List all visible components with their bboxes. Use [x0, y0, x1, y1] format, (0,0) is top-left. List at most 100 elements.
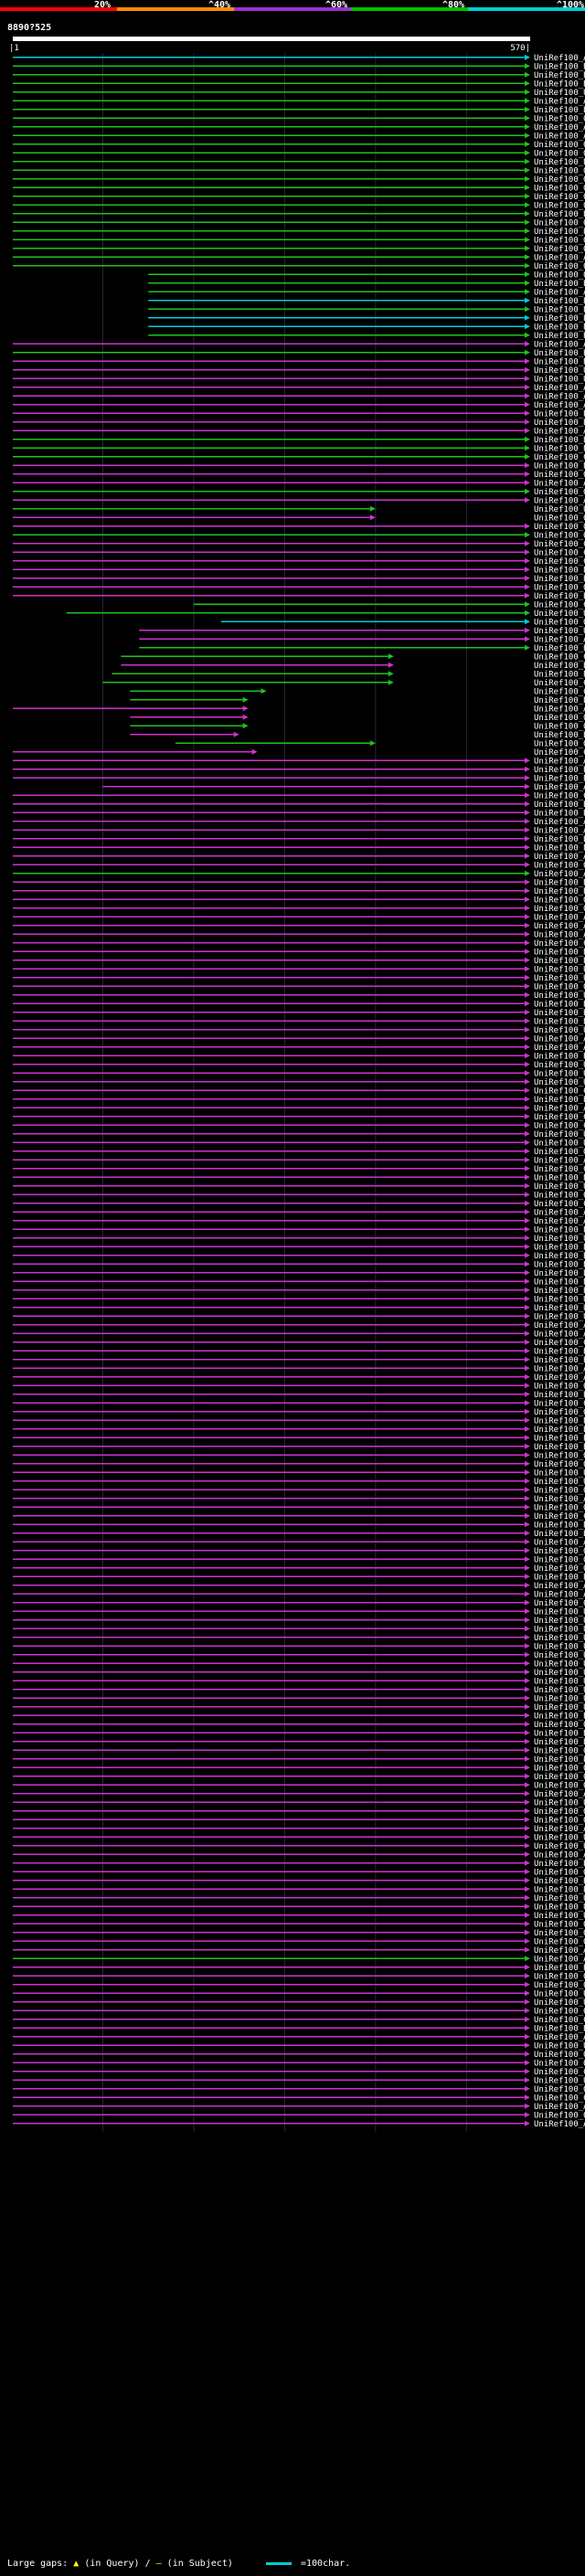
hit-label[interactable]: UniRef100_UP1000... [534, 991, 585, 1001]
hit-label[interactable]: UniRef100_A6PS20 [534, 1373, 585, 1383]
hit-label[interactable]: UniRef100_Q6GNC3 [534, 1816, 585, 1825]
hit-row[interactable]: UniRef100_Q4DTI4 [13, 1807, 585, 1817]
hit-row[interactable]: UniRef100_Q5JLV3 [176, 739, 585, 748]
hit-label[interactable]: UniRef100_UP1000... [534, 965, 585, 974]
hit-label[interactable]: UniRef100_Q3KSK2 [534, 1929, 585, 1938]
hit-row[interactable]: UniRef100_B9T9K2 [13, 835, 585, 844]
hit-label[interactable]: UniRef100_B9ME22 [534, 419, 585, 428]
hit-label[interactable]: UniRef100_UP1000... [534, 1235, 585, 1244]
hit-row[interactable]: UniRef100_A0JN69 [13, 1790, 585, 1799]
hit-label[interactable]: UniRef100_Q16LZ7 [534, 1746, 585, 1755]
hit-row[interactable]: UniRef100_A5WT96 [13, 930, 585, 939]
hit-row[interactable]: UniRef100_A3A059 [13, 496, 585, 505]
hit-row[interactable]: UniRef100_A5C5T5 [13, 54, 585, 63]
hit-label[interactable]: UniRef100_UP1000... [534, 1677, 585, 1686]
hit-row[interactable]: UniRef100_C6TCD6 [130, 687, 585, 696]
hit-row[interactable]: UniRef100_Q5C3R1 [13, 1191, 585, 1200]
hit-label[interactable]: UniRef100_UP1000... [534, 1642, 585, 1651]
hit-row[interactable]: UniRef100_B3NJX7 [13, 1573, 585, 1582]
hit-label[interactable]: UniRef100_A7Q0L7 [534, 635, 585, 644]
hit-row[interactable]: UniRef100_A5B9W8 [13, 1044, 585, 1053]
hit-row[interactable]: UniRef100_B9ME22 [13, 419, 585, 428]
hit-row[interactable]: UniRef100_A2SDF0 [148, 288, 585, 297]
hit-label[interactable]: UniRef100_Q5C3R1 [534, 1191, 585, 1200]
hit-row[interactable]: UniRef100_B4PA22 [13, 1225, 585, 1235]
hit-label[interactable]: UniRef100_A7PR45 [534, 427, 585, 436]
hit-label[interactable]: UniRef100_B7TLC2 [534, 670, 585, 679]
hit-label[interactable]: UniRef100_UP1000... [534, 1312, 585, 1321]
hit-row[interactable]: UniRef100_UP1000... [13, 375, 585, 384]
hit-label[interactable]: UniRef100_Q8H3L9 [534, 618, 585, 627]
hit-row[interactable]: UniRef100_B6T786 [130, 731, 585, 740]
hit-label[interactable]: UniRef100_UP1000... [534, 1634, 585, 1643]
hit-row[interactable]: UniRef100_C7P6G8 [13, 557, 585, 567]
hit-row[interactable]: UniRef100_Q5GHB3 [13, 2111, 585, 2120]
hit-row[interactable]: UniRef100_B7TLC2 [112, 670, 585, 679]
hit-row[interactable]: UniRef100_UP1000... [13, 2041, 585, 2051]
hit-label[interactable]: UniRef100_B9IHF4 [534, 2024, 585, 2033]
hit-label[interactable]: UniRef100_Q8S7H7 [534, 722, 585, 731]
hit-label[interactable]: UniRef100_A3BY35 [534, 392, 585, 401]
hit-label[interactable]: UniRef100_Q8RZF9 [534, 1547, 585, 1556]
hit-label[interactable]: UniRef100_UP1000... [534, 610, 585, 619]
hit-row[interactable]: UniRef100_B4QB55 [13, 1416, 585, 1426]
hit-label[interactable]: UniRef100_A5C6I2 [534, 853, 585, 862]
hit-row[interactable]: UniRef100_Q8GUD3 [13, 1781, 585, 1790]
hit-label[interactable]: UniRef100_B6SNG2 [534, 809, 585, 818]
hit-row[interactable]: UniRef100_B7X151 [13, 1964, 585, 1973]
hit-row[interactable]: UniRef100_A7QHP3 [13, 340, 585, 349]
hit-row[interactable]: UniRef100_B9GHB3 [13, 1173, 585, 1182]
hit-row[interactable]: UniRef100_Q5LSI4 [13, 523, 585, 532]
hit-label[interactable]: UniRef100_UP1000... [534, 1912, 585, 1921]
hit-row[interactable]: UniRef100_UP1000... [13, 1703, 585, 1712]
hit-label[interactable]: UniRef100_B9S9C1 [534, 1391, 585, 1400]
hit-label[interactable]: UniRef100_UP1000... [534, 1304, 585, 1313]
hit-row[interactable]: UniRef100_A9PE50 [13, 479, 585, 488]
hit-row[interactable]: UniRef100_A9RBW7 [13, 1156, 585, 1165]
hit-label[interactable]: UniRef100_Q8LF18 [534, 166, 585, 175]
hit-label[interactable]: UniRef100_A9X3W6 [534, 2033, 585, 2042]
hit-label[interactable]: UniRef100_A5BR62 [534, 1217, 585, 1226]
hit-label[interactable]: UniRef100_Q5XIE5 [534, 1764, 585, 1773]
hit-row[interactable]: UniRef100_UP1000... [13, 974, 585, 983]
hit-row[interactable]: UniRef100_B9FP36 [13, 766, 585, 775]
hit-row[interactable]: UniRef100_A7WT07 [13, 2120, 585, 2129]
hit-row[interactable]: UniRef100_Q0JA98 [13, 262, 585, 271]
hit-label[interactable]: UniRef100_C6T7K6 [534, 453, 585, 462]
hit-row[interactable]: UniRef100_B8LQD2 [148, 314, 585, 323]
hit-label[interactable]: UniRef100_B6TDT0 [534, 323, 585, 332]
hit-row[interactable]: UniRef100_Q7F442 [13, 905, 585, 914]
hit-row[interactable]: UniRef100_Q8CA25 [13, 2085, 585, 2094]
hit-row[interactable]: UniRef100_UP1000... [13, 366, 585, 376]
hit-label[interactable]: UniRef100_A1ZBY4 [534, 1590, 585, 1599]
hit-label[interactable]: UniRef100_Q3T2D7 [534, 1599, 585, 1608]
hit-label[interactable]: UniRef100_UP1000... [534, 1903, 585, 1912]
hit-label[interactable]: UniRef100_B7FFL2 [534, 1096, 585, 1105]
hit-label[interactable]: UniRef100_B9I803 [534, 887, 585, 896]
hit-label[interactable]: UniRef100_B0WB01 [534, 1738, 585, 1747]
hit-label[interactable]: UniRef100_UP1000... [534, 1703, 585, 1712]
hit-label[interactable]: UniRef100_A2ZFV9 [534, 913, 585, 922]
hit-label[interactable]: UniRef100_C4XZJ7 [534, 2068, 585, 2077]
hit-row[interactable]: UniRef100_Q0R9T6 [13, 218, 585, 228]
hit-row[interactable]: UniRef100_UP1000... [13, 1686, 585, 1695]
hit-label[interactable]: UniRef100_UP1000... [534, 1798, 585, 1807]
hit-label[interactable]: UniRef100_A7PMN4 [534, 826, 585, 835]
hit-label[interactable]: UniRef100_C3YUK7 [534, 1165, 585, 1174]
hit-row[interactable]: UniRef100_Q9ZNN0 [13, 201, 585, 210]
hit-label[interactable]: UniRef100_A1L2C4 [534, 1104, 585, 1113]
hit-row[interactable]: UniRef100_Q9A9Q0 [13, 1503, 585, 1512]
hit-row[interactable]: UniRef100_Q9FKI9 [13, 1920, 585, 1929]
hit-label[interactable]: UniRef100_B7X151 [534, 1964, 585, 1973]
hit-label[interactable]: UniRef100_B9HJB9 [534, 357, 585, 366]
hit-label[interactable]: UniRef100_Q9P2E9 [534, 2051, 585, 2060]
hit-row[interactable]: UniRef100_Q8H3L9 [220, 618, 585, 627]
hit-label[interactable]: UniRef100_C5YQM3 [534, 1339, 585, 1348]
hit-label[interactable]: UniRef100_B3NJX7 [534, 1573, 585, 1582]
hit-label[interactable]: UniRef100_A9T1B3 [534, 2103, 585, 2112]
hit-row[interactable]: UniRef100_B3NCF3 [13, 1443, 585, 1452]
hit-label[interactable]: UniRef100_B4PA22 [534, 1225, 585, 1235]
hit-row[interactable]: UniRef100_B9GVM6 [13, 1521, 585, 1530]
hit-label[interactable]: UniRef100_B9HC29 [534, 1017, 585, 1026]
hit-row[interactable]: UniRef100_UP1000... [13, 1312, 585, 1321]
